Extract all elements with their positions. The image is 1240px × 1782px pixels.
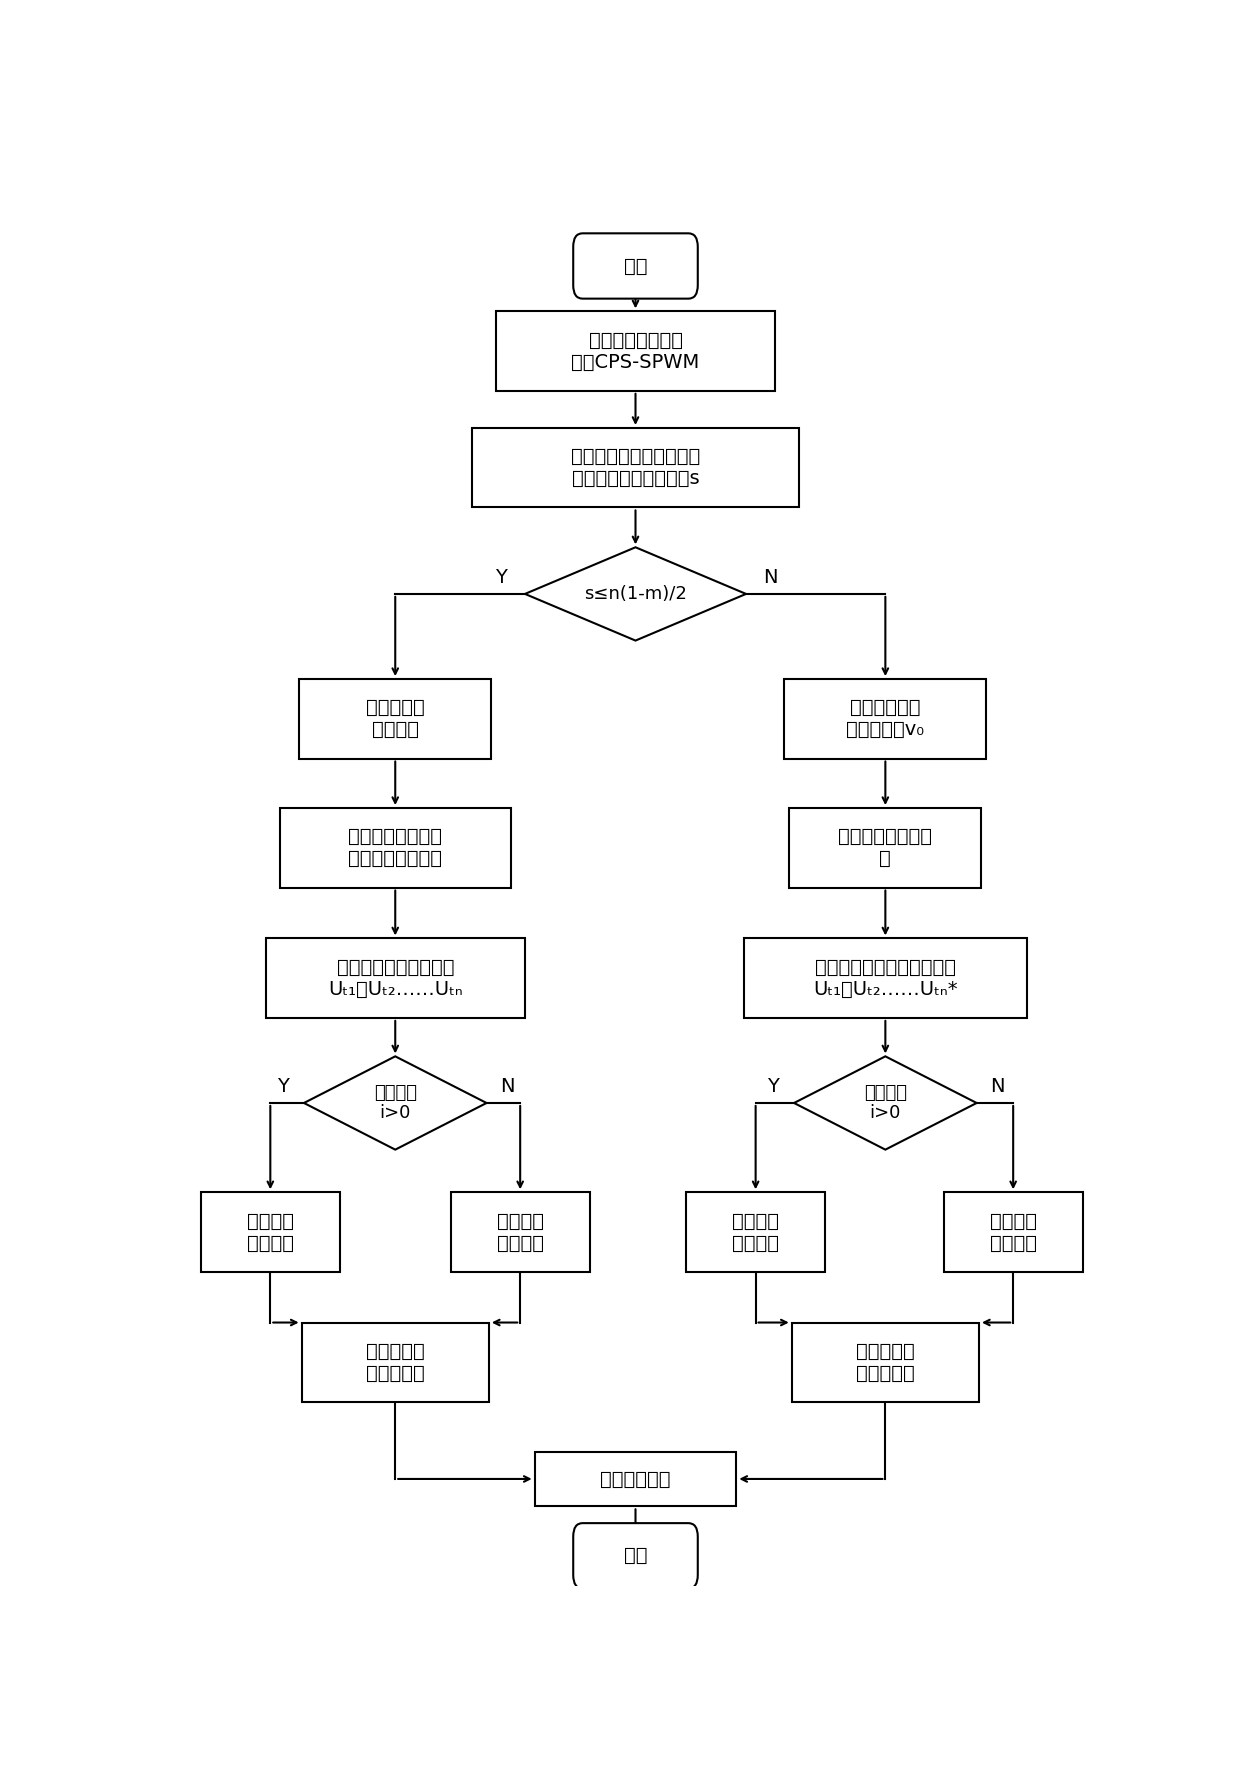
Bar [201,1192,340,1272]
Text: 结束: 结束 [624,1547,647,1565]
Text: 电容电压
降序排列: 电容电压 降序排列 [990,1212,1037,1253]
Text: N: N [501,1076,515,1096]
Text: 检测各子模块电容电压
Uₜ₁，Uₜ₂……Uₜₙ: 检测各子模块电容电压 Uₜ₁，Uₜ₂……Uₜₙ [327,957,463,998]
Text: 电容电压
升序排列: 电容电压 升序排列 [732,1212,779,1253]
Text: 检测故障信号，切除故障
子模块，确定故障个数s: 检测故障信号，切除故障 子模块，确定故障个数s [570,447,701,488]
Text: Y: Y [768,1076,779,1096]
Bar [265,939,525,1018]
Polygon shape [794,1057,977,1149]
Text: 桥臂电流
i>0: 桥臂电流 i>0 [864,1083,906,1123]
Bar [686,1192,826,1272]
Bar [534,1452,737,1506]
Text: Y: Y [495,568,507,586]
Bar [785,679,986,759]
Bar [450,1192,590,1272]
Text: 开始: 开始 [624,257,647,276]
Bar [301,1322,489,1402]
Text: 桥臂电流
i>0: 桥臂电流 i>0 [373,1083,417,1123]
Bar [472,428,799,508]
Text: N: N [763,568,777,586]
Text: N: N [991,1076,1006,1096]
Text: 重组非故障相调制
波: 重组非故障相调制 波 [838,827,932,868]
Text: 三相调制波
保持不变: 三相调制波 保持不变 [366,699,424,740]
Text: 通过故障相确
定零序电压v₀: 通过故障相确 定零序电压v₀ [846,699,925,740]
Text: 实现故障穿越: 实现故障穿越 [600,1470,671,1488]
Bar [496,312,775,390]
Polygon shape [525,547,746,640]
Text: 检测非故障子模块电容电压
Uₜ₁，Uₜ₂……Uₜₙ*: 检测非故障子模块电容电压 Uₜ₁，Uₜ₂……Uₜₙ* [813,957,957,998]
Bar [791,1322,980,1402]
FancyBboxPatch shape [573,1524,698,1588]
Bar [299,679,491,759]
Text: s≤n(1-m)/2: s≤n(1-m)/2 [584,584,687,602]
Text: 电容电压
升序排列: 电容电压 升序排列 [247,1212,294,1253]
Text: 三相调制波采用双
调制CPS-SPWM: 三相调制波采用双 调制CPS-SPWM [572,330,699,372]
Bar [944,1192,1083,1272]
Text: 不动作的脉冲信号
分配给故障子模块: 不动作的脉冲信号 分配给故障子模块 [348,827,443,868]
Polygon shape [304,1057,486,1149]
Bar [744,939,1027,1018]
Text: 确定各子模
块导通逻辑: 确定各子模 块导通逻辑 [856,1342,915,1383]
FancyBboxPatch shape [573,233,698,299]
Bar [789,807,982,887]
Text: Y: Y [277,1076,289,1096]
Bar [280,807,511,887]
Text: 电容电压
降序排列: 电容电压 降序排列 [497,1212,543,1253]
Text: 确定各子模
块导通逻辑: 确定各子模 块导通逻辑 [366,1342,424,1383]
